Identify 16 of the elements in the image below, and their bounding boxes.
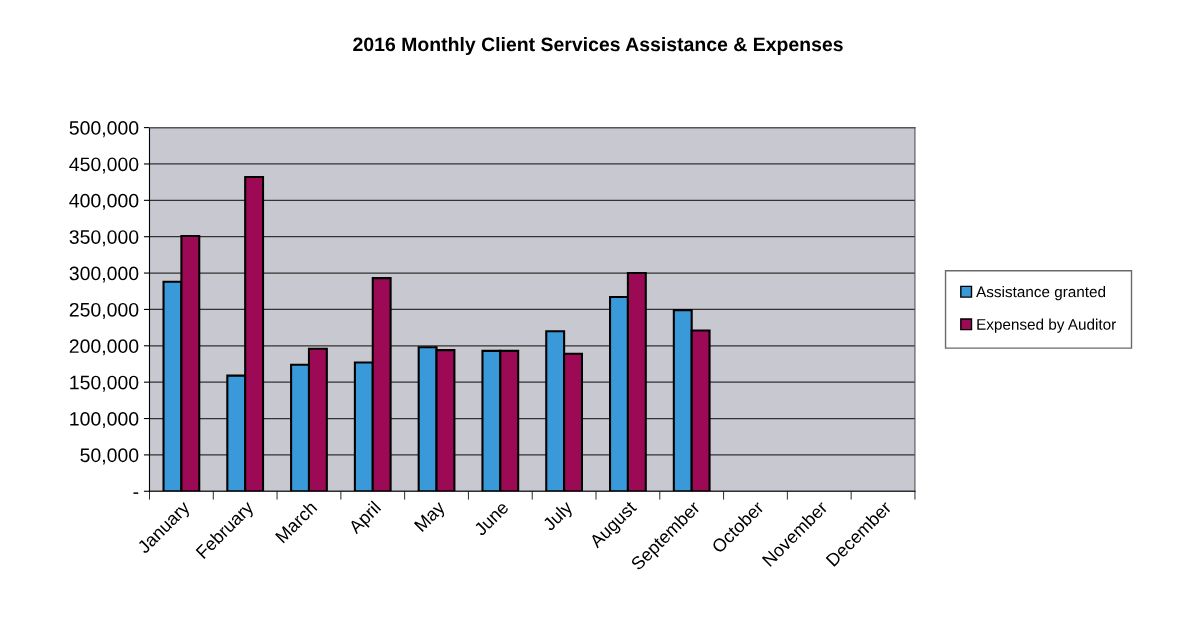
y-tick-label: 50,000: [80, 448, 139, 465]
y-tick-label: 450,000: [69, 157, 139, 174]
y-tick-label: 150,000: [70, 375, 139, 392]
y-tick-label: 100,000: [70, 412, 139, 429]
y-tick-label: 400,000: [69, 193, 139, 210]
legend-label: Expensed by Auditor: [977, 318, 1116, 333]
y-tick-label: 250,000: [69, 302, 139, 319]
chart-title: 2016 Monthly Client Services Assistance & Expenses: [353, 36, 843, 56]
y-tick-label: 200,000: [69, 339, 139, 356]
y-tick-label: -: [133, 492, 139, 494]
x-tick-label: July: [541, 499, 576, 534]
y-tick-label: 350,000: [69, 230, 139, 247]
y-tick-label: 500,000: [69, 121, 139, 138]
legend-label: Assistance granted: [976, 286, 1106, 301]
y-tick-label: 300,000: [69, 266, 139, 283]
x-tick-label: May: [413, 500, 449, 535]
